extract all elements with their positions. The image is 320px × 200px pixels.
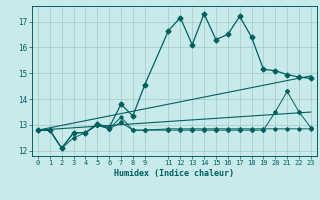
X-axis label: Humidex (Indice chaleur): Humidex (Indice chaleur): [115, 169, 234, 178]
